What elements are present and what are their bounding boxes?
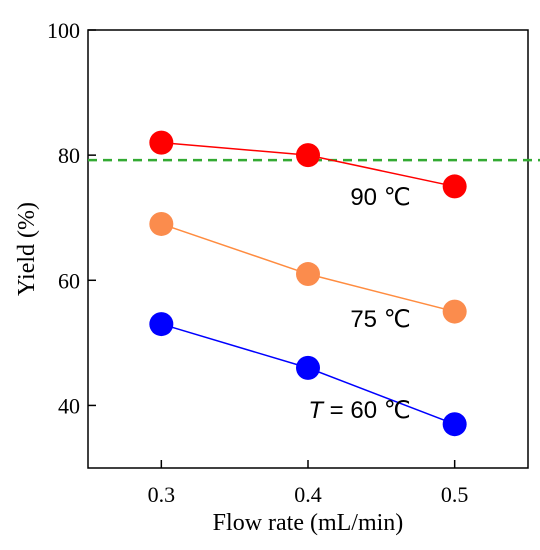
series-label-2: T = 60 ℃ (308, 397, 410, 424)
data-point-series-2 (296, 355, 320, 380)
x-tick-label: 0.5 (441, 482, 469, 507)
data-point-series-0 (442, 174, 467, 199)
data-point-series-2 (149, 312, 174, 337)
y-axis-title: Yield (%) (14, 202, 40, 296)
series-label-1: 75 ℃ (350, 306, 410, 333)
x-tick-label: 0.4 (294, 482, 322, 507)
data-point-series-0 (296, 143, 320, 168)
data-point-series-1 (296, 262, 320, 287)
y-tick-label: 80 (58, 143, 80, 168)
series-label-0: 90 ℃ (350, 184, 410, 211)
x-tick-label: 0.3 (148, 482, 176, 507)
x-axis-title: Flow rate (mL/min) (213, 510, 404, 536)
data-point-series-0 (149, 130, 174, 155)
data-point-series-1 (442, 299, 467, 324)
data-point-series-2 (442, 412, 467, 437)
y-tick-label: 60 (58, 268, 80, 293)
y-tick-label: 40 (58, 393, 80, 418)
y-tick-label: 100 (47, 18, 80, 43)
data-point-series-1 (149, 211, 174, 236)
